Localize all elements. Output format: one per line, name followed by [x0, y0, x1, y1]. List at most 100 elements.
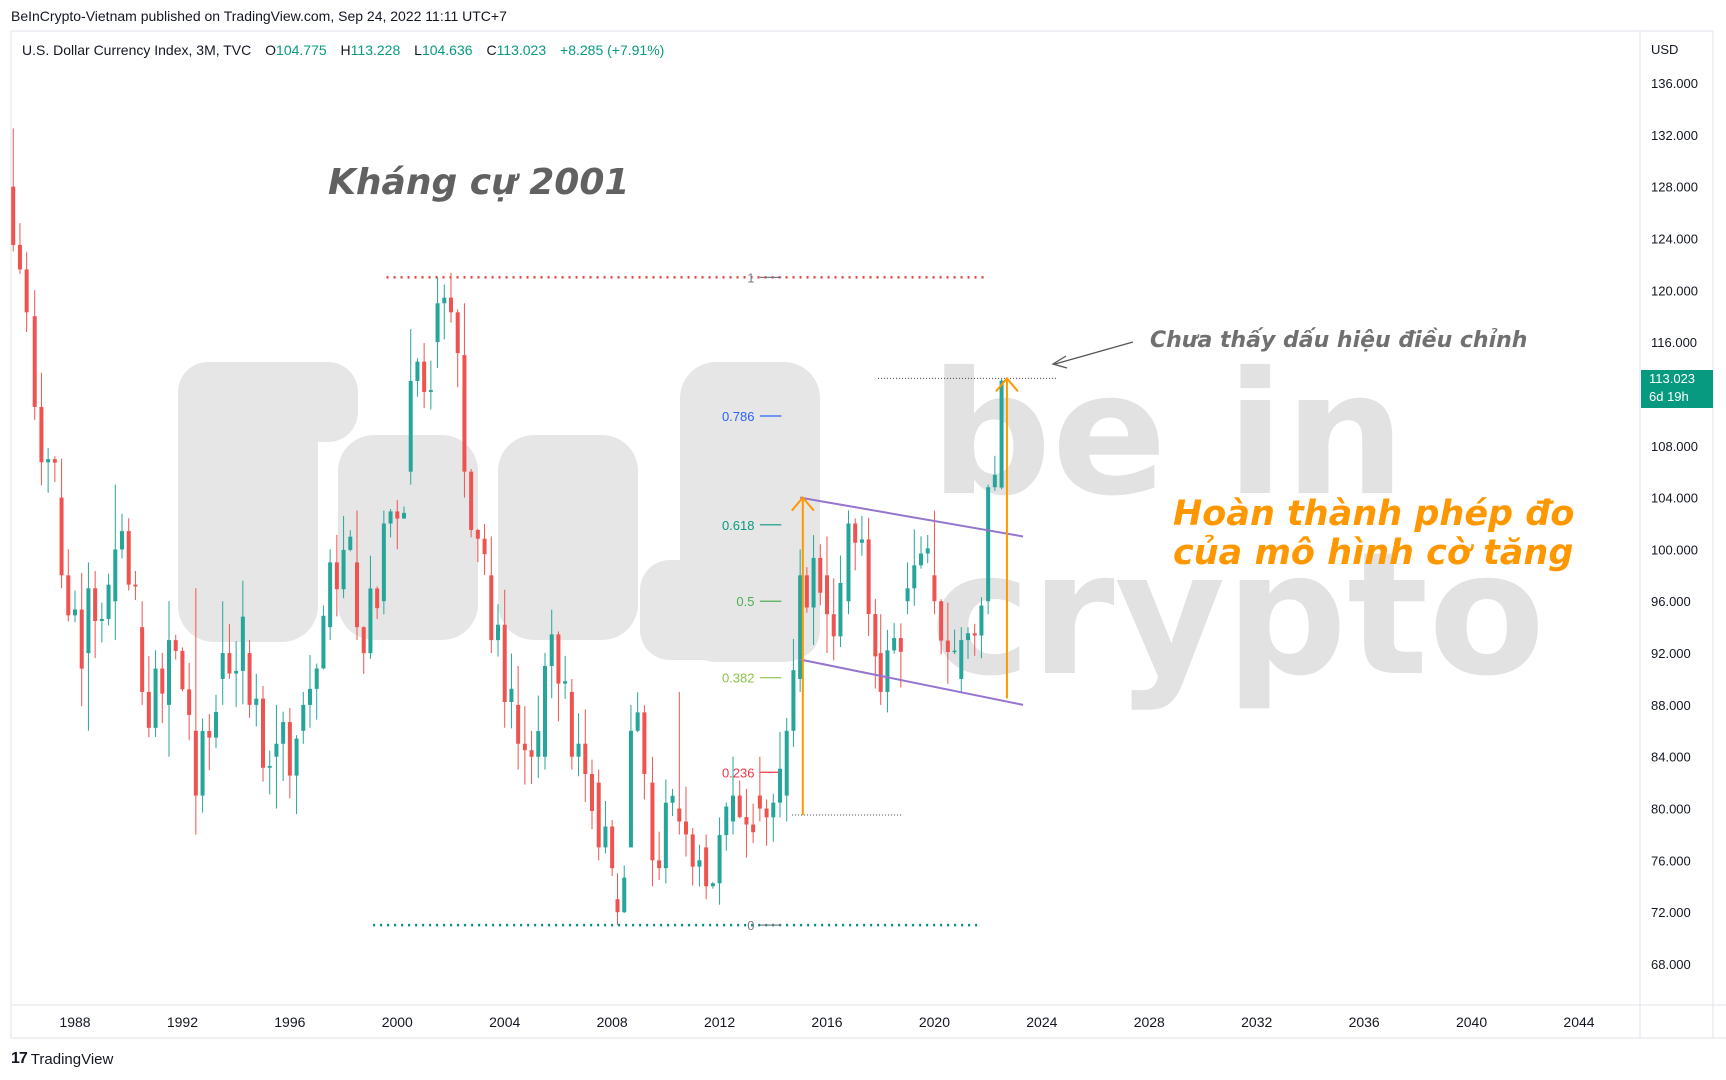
candle [622, 865, 627, 914]
resistance-annotation: Kháng cự 2001 [328, 162, 630, 203]
candle-body [502, 624, 507, 703]
candle-body [240, 616, 245, 671]
candle-body [932, 575, 937, 602]
price-tick-label: 124.000 [1651, 231, 1698, 246]
candle-body [261, 698, 265, 768]
candle-body [489, 575, 494, 641]
candle [932, 510, 937, 615]
candle-body [146, 691, 151, 728]
candle [992, 455, 997, 491]
candle-body [784, 730, 789, 796]
tradingview-brand: TradingView [30, 1050, 114, 1068]
high-value: 113.228 [350, 42, 401, 58]
candle [663, 779, 668, 884]
candle-body [576, 743, 581, 757]
candle [569, 678, 574, 770]
candle-body [737, 795, 742, 818]
candle-body [866, 539, 871, 615]
candle-body [24, 269, 29, 313]
candle [615, 873, 620, 926]
candle-body [301, 704, 306, 731]
candle-body [878, 653, 883, 692]
candle-body [972, 633, 977, 636]
candle [737, 780, 742, 819]
candle-body [885, 650, 890, 692]
candle [959, 627, 964, 692]
price-tick-label: 108.000 [1651, 439, 1698, 454]
candle [838, 555, 843, 648]
close-label: C [486, 42, 497, 58]
candle [657, 831, 662, 881]
price-tick-label: 84.000 [1651, 750, 1691, 765]
candle [93, 571, 98, 659]
candle [341, 516, 346, 599]
candle [66, 549, 71, 622]
last-price-value: 113.023 [1649, 371, 1696, 386]
candle [73, 590, 77, 623]
candle [628, 704, 633, 848]
candle-body [153, 668, 158, 728]
tradingview-logo[interactable]: 17 TradingView [11, 1050, 113, 1068]
change-value: +8.285 (+7.91%) [560, 42, 665, 58]
candle [402, 506, 406, 519]
candle-body [939, 601, 944, 641]
candle [853, 518, 858, 571]
candle-body [642, 712, 647, 774]
annotation-pointer-head [1051, 355, 1068, 369]
candle [234, 641, 239, 707]
price-tick-label: 88.000 [1651, 698, 1691, 713]
price-tick-label: 92.000 [1651, 646, 1691, 661]
candle [449, 272, 453, 323]
candle [610, 819, 615, 876]
candle-body [791, 670, 796, 731]
candle-body [52, 459, 57, 463]
candle-body [979, 605, 984, 636]
candle-body [120, 531, 124, 550]
candle [952, 629, 957, 655]
candle [267, 750, 272, 795]
candle [892, 623, 897, 654]
candle-body [395, 511, 400, 519]
candle [46, 448, 51, 493]
candle-body [314, 668, 319, 689]
candle [563, 655, 568, 699]
candle [690, 828, 695, 886]
candle [348, 530, 353, 552]
candle [898, 623, 903, 688]
candle [328, 549, 333, 641]
candle-body [831, 614, 836, 637]
no-correction-annotation: Chưa thấy dấu hiệu điều chỉnh [1150, 328, 1528, 353]
candle [509, 653, 514, 729]
candle-body [207, 731, 212, 738]
candle-body [757, 795, 762, 809]
candle [462, 303, 467, 498]
candle-body [93, 588, 98, 621]
fib-level-label: 0.786 [722, 409, 755, 424]
candle [859, 515, 864, 556]
candle-body [529, 750, 534, 757]
candle-body [126, 531, 131, 585]
candle-body [690, 834, 695, 867]
candle-body [670, 795, 675, 803]
price-tick-label: 120.000 [1651, 283, 1698, 298]
candle-body [482, 538, 487, 555]
candle [247, 640, 252, 718]
time-tick-label: 1996 [274, 1014, 305, 1030]
candle-body [193, 730, 198, 796]
candle-body [724, 806, 729, 836]
candle-body [838, 582, 843, 637]
candle-body [455, 312, 460, 354]
candle [704, 834, 709, 900]
candle [180, 647, 185, 692]
open-label: O [265, 42, 277, 58]
time-tick-label: 2012 [704, 1014, 735, 1030]
price-tick-label: 80.000 [1651, 802, 1691, 817]
candle-body [959, 640, 964, 679]
low-value: 104.636 [421, 42, 473, 58]
candle-body [334, 562, 339, 590]
candle [442, 284, 447, 340]
candle-body [160, 668, 165, 694]
candle-body [86, 588, 91, 654]
candle-body [697, 860, 702, 867]
